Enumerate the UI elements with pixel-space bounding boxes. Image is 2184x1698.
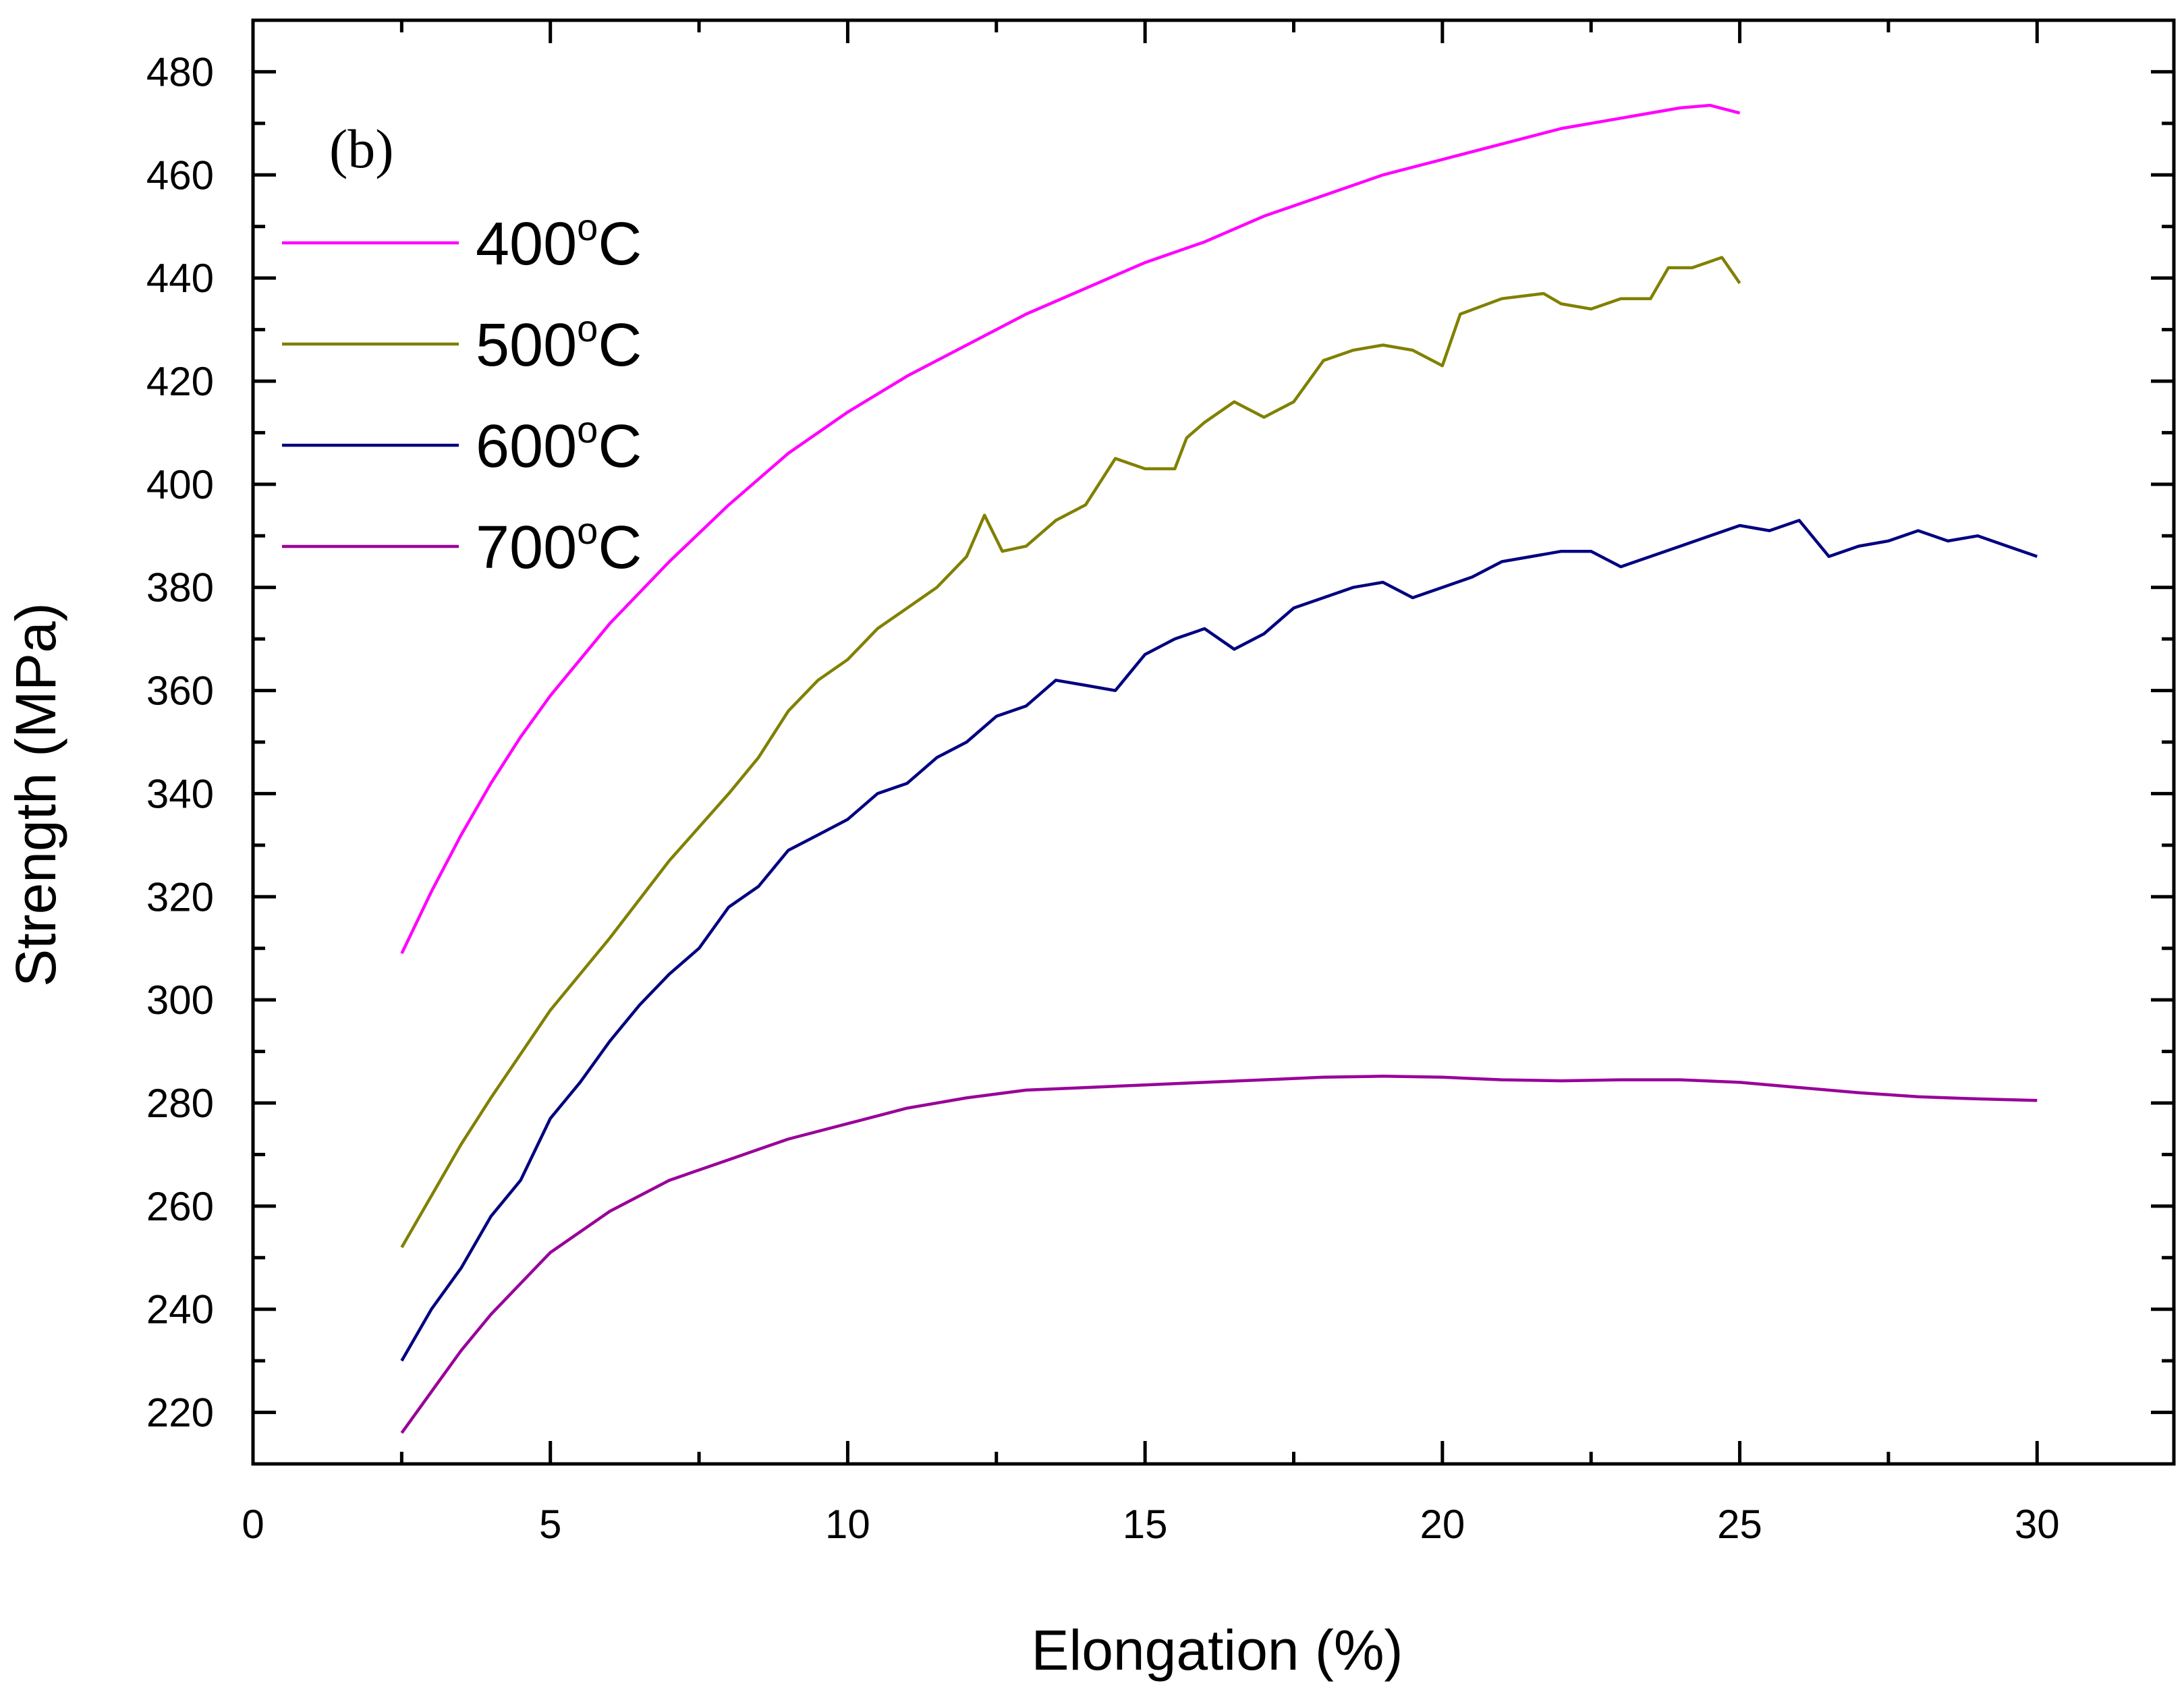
legend-item-600: 600oC: [282, 408, 642, 480]
legend-label: 500oC: [476, 307, 642, 379]
y-tick-label: 380: [146, 565, 214, 611]
y-tick-label: 240: [146, 1287, 214, 1332]
x-tick-label: 5: [539, 1502, 561, 1547]
legend-label: 600oC: [476, 408, 642, 480]
legend-label: 400oC: [476, 206, 642, 278]
x-tick-label: 0: [242, 1502, 264, 1547]
legend-item-400: 400oC: [282, 206, 642, 278]
tick-labels-layer: 0 5 10 15 20 25 30 220 240 260 280 300 320 340 360 380 4…: [146, 49, 2060, 1547]
series-line-400: [400, 103, 1741, 955]
x-tick-label: 25: [1717, 1502, 1762, 1547]
x-tick-label: 15: [1123, 1502, 1168, 1547]
series-line-700: [400, 1075, 2038, 1434]
legend-item-500: 500oC: [282, 307, 642, 379]
y-tick-label: 340: [146, 771, 214, 816]
legend-label: 700oC: [476, 509, 642, 582]
x-tick-label: 30: [2015, 1502, 2060, 1547]
y-tick-label: 360: [146, 669, 214, 714]
y-tick-label: 300: [146, 978, 214, 1023]
panel-label: (b): [329, 118, 394, 179]
y-tick-label: 260: [146, 1184, 214, 1229]
y-tick-label: 420: [146, 359, 214, 404]
x-axis-title: Elongation (%): [1032, 1618, 1403, 1682]
y-tick-label: 280: [146, 1081, 214, 1126]
y-tick-label: 220: [146, 1390, 214, 1436]
y-axis-title: Strength (MPa): [4, 602, 67, 987]
ticks-layer: [251, 18, 2174, 1466]
series-line-500: [400, 256, 1741, 1249]
y-tick-label: 440: [146, 256, 214, 301]
legend-item-700: 700oC: [282, 509, 642, 582]
legend: 400oC 500oC 600oC 700oC: [282, 206, 642, 582]
y-tick-label: 480: [146, 49, 214, 94]
series-layer: [400, 103, 2038, 1434]
y-tick-label: 400: [146, 462, 214, 507]
x-tick-label: 10: [825, 1502, 870, 1547]
x-tick-label: 20: [1420, 1502, 1465, 1547]
y-tick-label: 320: [146, 874, 214, 919]
y-tick-label: 460: [146, 152, 214, 198]
series-line-600: [400, 519, 2038, 1362]
